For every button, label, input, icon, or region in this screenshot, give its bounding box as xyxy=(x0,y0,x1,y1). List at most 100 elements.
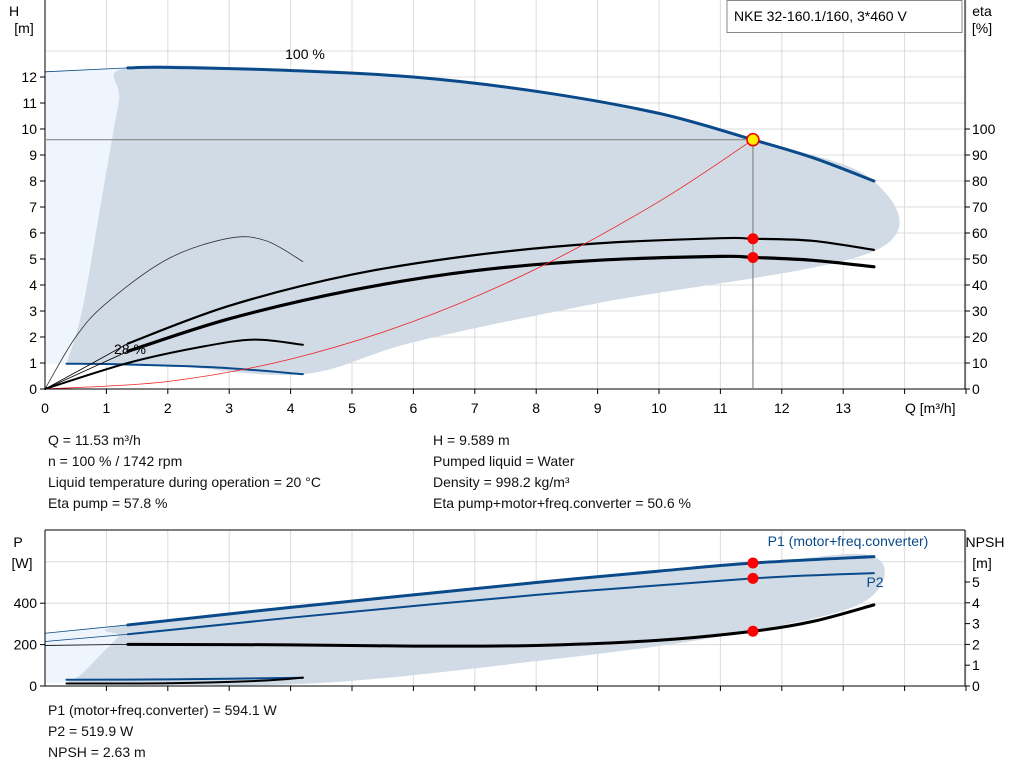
y-label-left: H xyxy=(9,3,19,19)
tick-label-x: 9 xyxy=(594,400,602,416)
curve-system xyxy=(44,139,754,390)
tick-label-x: 7 xyxy=(471,400,479,416)
tick-label-right: 2 xyxy=(972,636,980,652)
legend-p1: P1 (motor+freq.converter) xyxy=(768,533,929,549)
tick-label-x: 1 xyxy=(103,400,111,416)
tick-label-left: 11 xyxy=(22,95,37,111)
tick-label-right: 60 xyxy=(972,225,988,241)
curve-extension-p1 xyxy=(44,624,128,634)
tick-label-left: 7 xyxy=(29,199,37,215)
annotation-100-percent: 100 % xyxy=(285,46,325,62)
curve-eta28_thin xyxy=(44,236,304,390)
tick-label-left: 6 xyxy=(29,225,37,241)
tick-label-x: 12 xyxy=(774,400,790,416)
tick-label-right: 0 xyxy=(972,381,980,397)
duty-point-marker xyxy=(746,132,760,147)
p1-point xyxy=(747,557,759,569)
curve-h100 xyxy=(126,65,876,183)
info-q: Q = 11.53 m³/h xyxy=(48,432,141,448)
info-temperature: Liquid temperature during operation = 20… xyxy=(48,474,321,490)
curve-h28 xyxy=(65,362,304,376)
annotation-28-percent: 28 % xyxy=(114,341,146,357)
eta-total-point xyxy=(747,251,759,263)
tick-label-right: 50 xyxy=(972,251,988,267)
curve-p1_28 xyxy=(65,676,304,681)
tick-label-right: 1 xyxy=(972,657,980,673)
tick-label-right: 4 xyxy=(972,595,980,611)
tick-label-right: 3 xyxy=(972,616,980,632)
info-h: H = 9.589 m xyxy=(433,432,510,448)
info-speed: n = 100 % / 1742 rpm xyxy=(48,453,183,469)
info-liquid: Pumped liquid = Water xyxy=(433,453,575,469)
tick-label-x: 5 xyxy=(348,400,356,416)
info-density: Density = 998.2 kg/m³ xyxy=(433,474,570,490)
tick-label-x: 2 xyxy=(164,400,172,416)
tick-label-right: 80 xyxy=(972,173,988,189)
chart-title: NKE 32-160.1/160, 3*460 V xyxy=(734,8,907,24)
tick-label-left: 3 xyxy=(29,303,37,319)
tick-label-left: 9 xyxy=(29,147,37,163)
title-box xyxy=(726,0,963,33)
tick-label-left: 10 xyxy=(21,121,37,137)
tick-label-left: 5 xyxy=(29,251,37,267)
tick-label-x: 10 xyxy=(651,400,667,416)
tick-label-right: 90 xyxy=(972,147,988,163)
curve-extension-eta_total xyxy=(44,350,129,390)
y-label-right-unit: [%] xyxy=(972,20,992,36)
tick-label-x: 13 xyxy=(835,400,851,416)
info-p2: P2 = 519.9 W xyxy=(48,723,134,739)
tick-label-right: 30 xyxy=(972,303,988,319)
operating-range-extension xyxy=(45,67,128,364)
curve-npsh xyxy=(126,603,876,648)
y-label-right: NPSH xyxy=(966,534,1005,550)
y-label-left-unit: [W] xyxy=(12,555,33,571)
tick-label-x: 0 xyxy=(41,400,49,416)
npsh-point xyxy=(747,625,759,637)
y-label-right: eta xyxy=(972,3,992,19)
curve-extension-h100 xyxy=(44,67,128,73)
tick-label-right: 40 xyxy=(972,277,988,293)
curve-eta_total xyxy=(126,254,876,353)
tick-label-right: 70 xyxy=(972,199,988,215)
tick-label-x: 3 xyxy=(225,400,233,416)
tick-label-right: 10 xyxy=(972,355,988,371)
tick-label-right: 5 xyxy=(972,574,980,590)
x-axis-label: Q [m³/h] xyxy=(905,400,956,416)
info-p1: P1 (motor+freq.converter) = 594.1 W xyxy=(48,702,277,718)
legend-p2: P2 xyxy=(866,574,883,590)
tick-label-right: 20 xyxy=(972,329,988,345)
y-label-left: P xyxy=(13,534,22,550)
curve-extension-p2 xyxy=(44,633,128,642)
tick-label-left: 0 xyxy=(29,381,37,397)
curve-npsh28 xyxy=(65,676,304,685)
tick-label-right: 100 xyxy=(972,121,996,137)
tick-label-left: 12 xyxy=(21,69,37,85)
tick-label-left: 200 xyxy=(14,637,38,653)
curve-extension-npsh xyxy=(44,644,128,646)
curve-p2 xyxy=(126,572,875,636)
tick-label-left: 0 xyxy=(29,678,37,694)
p2-point xyxy=(747,572,759,584)
tick-label-left: 1 xyxy=(29,355,37,371)
tick-label-right: 0 xyxy=(972,678,980,694)
tick-label-x: 4 xyxy=(287,400,295,416)
curve-extension-eta_pump xyxy=(44,343,129,390)
tick-label-left: 2 xyxy=(29,329,37,345)
curve-eta28 xyxy=(44,338,304,390)
tick-label-x: 6 xyxy=(410,400,418,416)
info-npsh: NPSH = 2.63 m xyxy=(48,744,146,760)
info-eta-pump: Eta pump = 57.8 % xyxy=(48,495,168,511)
tick-label-left: 400 xyxy=(14,595,38,611)
operating-range-area xyxy=(66,553,885,686)
eta-pump-point xyxy=(747,233,759,245)
tick-label-x: 8 xyxy=(532,400,540,416)
info-eta-total: Eta pump+motor+freq.converter = 50.6 % xyxy=(433,495,691,511)
operating-range-area xyxy=(66,65,900,376)
curve-eta_pump xyxy=(126,236,875,345)
tick-label-x: 11 xyxy=(713,400,728,416)
tick-label-left: 8 xyxy=(29,173,37,189)
tick-label-left: 4 xyxy=(29,277,37,293)
y-label-right-unit: [m] xyxy=(972,555,991,571)
y-label-left-unit: [m] xyxy=(14,20,33,36)
